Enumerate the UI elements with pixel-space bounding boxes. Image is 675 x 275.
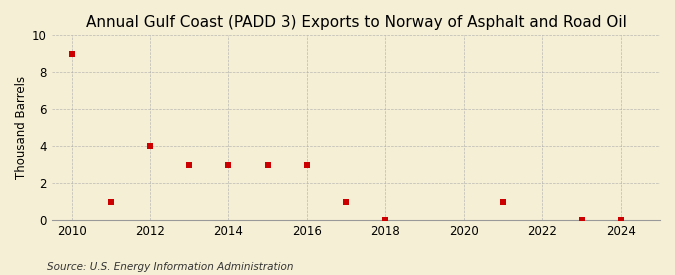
Point	[66, 52, 77, 56]
Y-axis label: Thousand Barrels: Thousand Barrels	[15, 76, 28, 179]
Point	[105, 199, 116, 204]
Point	[263, 163, 273, 167]
Text: Source: U.S. Energy Information Administration: Source: U.S. Energy Information Administ…	[47, 262, 294, 272]
Point	[576, 218, 587, 222]
Point	[144, 144, 155, 148]
Point	[341, 199, 352, 204]
Point	[223, 163, 234, 167]
Point	[497, 199, 508, 204]
Point	[302, 163, 313, 167]
Point	[184, 163, 194, 167]
Point	[380, 218, 391, 222]
Title: Annual Gulf Coast (PADD 3) Exports to Norway of Asphalt and Road Oil: Annual Gulf Coast (PADD 3) Exports to No…	[86, 15, 626, 30]
Point	[616, 218, 626, 222]
